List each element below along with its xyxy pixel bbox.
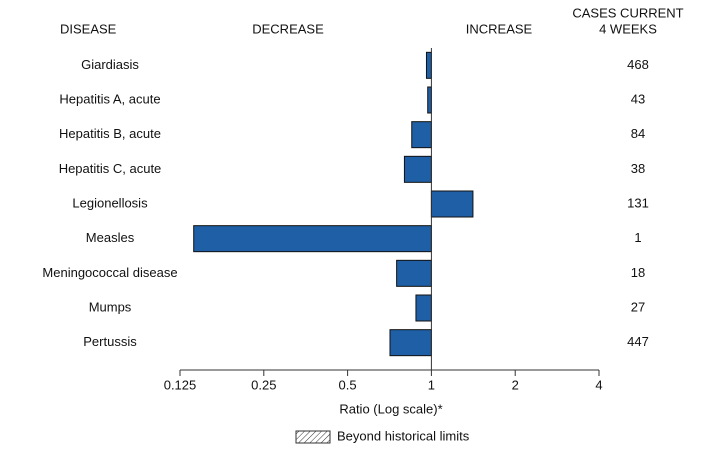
header-decrease: DECREASE	[252, 21, 324, 36]
cases-value: 38	[631, 161, 645, 176]
category-label: Pertussis	[83, 334, 137, 349]
legend-swatch	[295, 430, 331, 444]
bar	[430, 190, 474, 218]
x-axis-label: Ratio (Log scale)*	[339, 401, 442, 416]
cases-value: 43	[631, 91, 645, 106]
category-label: Measles	[86, 230, 135, 245]
header-cases: CASES CURRENT	[572, 5, 683, 20]
category-label: Mumps	[89, 299, 132, 314]
bar	[427, 86, 432, 114]
cases-value: 84	[631, 126, 645, 141]
category-label: Hepatitis A, acute	[59, 91, 160, 106]
cases-value: 18	[631, 265, 645, 280]
category-label: Hepatitis C, acute	[59, 161, 162, 176]
cases-value: 1	[634, 230, 641, 245]
bar	[411, 121, 432, 149]
x-tick-label: 1	[428, 377, 435, 392]
x-tick-label: 2	[512, 377, 519, 392]
cases-value: 27	[631, 299, 645, 314]
bar	[403, 155, 432, 183]
bar	[193, 225, 432, 253]
header-disease: DISEASE	[60, 21, 117, 36]
x-tick-label: 4	[595, 377, 602, 392]
x-tick-label: 0.5	[339, 377, 357, 392]
header-increase: INCREASE	[466, 21, 533, 36]
x-tick-label: 0.25	[251, 377, 276, 392]
header-cases: 4 WEEKS	[599, 21, 657, 36]
cases-value: 468	[627, 57, 649, 72]
category-label: Giardiasis	[81, 57, 139, 72]
category-label: Meningococcal disease	[42, 265, 177, 280]
cases-value: 131	[627, 195, 649, 210]
x-tick-label: 0.125	[164, 377, 197, 392]
bar	[396, 259, 432, 287]
legend-label: Beyond historical limits	[337, 428, 470, 443]
category-label: Legionellosis	[72, 195, 148, 210]
cases-value: 447	[627, 334, 649, 349]
category-label: Hepatitis B, acute	[59, 126, 161, 141]
bar	[425, 51, 432, 79]
bar	[415, 294, 432, 322]
bar	[389, 329, 432, 357]
